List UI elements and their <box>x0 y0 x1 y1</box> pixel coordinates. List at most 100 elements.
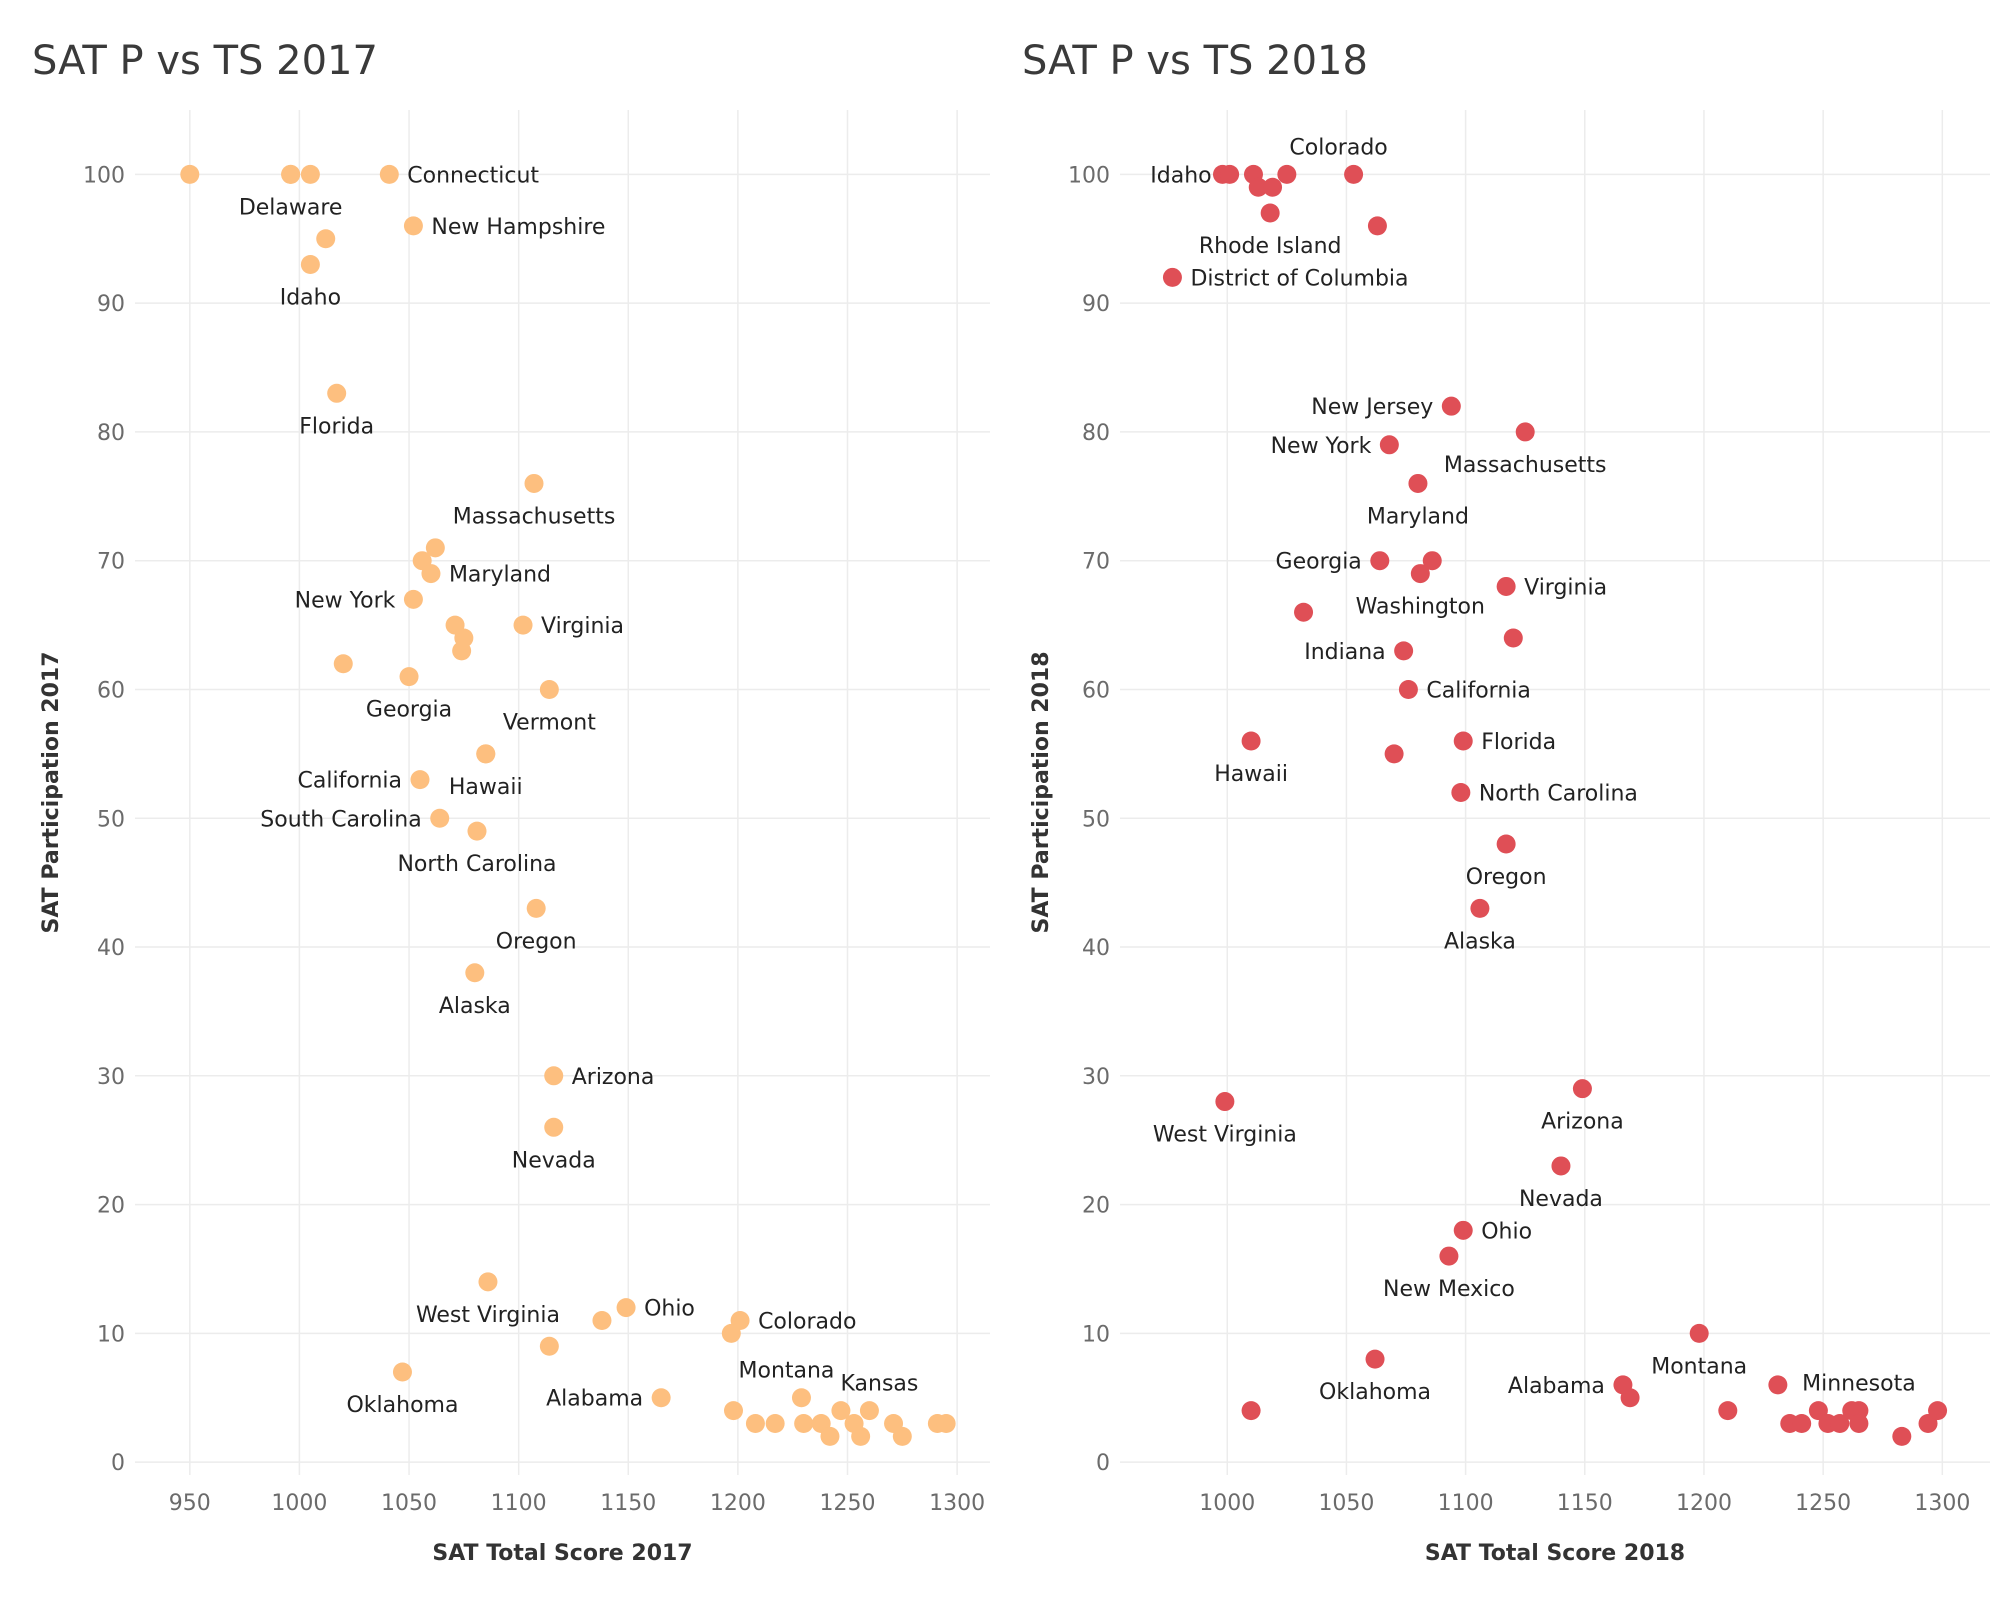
point-label: Virginia <box>1524 575 1607 600</box>
point-label: Alaska <box>439 994 511 1019</box>
y-tick-label: 30 <box>1082 1065 1110 1090</box>
data-point <box>1572 1079 1592 1099</box>
data-point <box>1410 564 1430 584</box>
data-point <box>1496 576 1516 596</box>
point-label: Alabama <box>546 1387 643 1412</box>
data-point <box>1277 164 1297 184</box>
y-tick-label: 90 <box>97 292 125 317</box>
point-label: Ohio <box>1481 1219 1532 1244</box>
x-tick-label: 1050 <box>1318 1491 1374 1516</box>
x-tick-label: 1000 <box>1199 1491 1255 1516</box>
data-point <box>1260 203 1280 223</box>
x-tick-label: 1250 <box>820 1491 876 1516</box>
data-point <box>1394 641 1414 661</box>
data-point <box>180 164 200 184</box>
y-tick-label: 50 <box>97 807 125 832</box>
point-label: Arizona <box>1541 1110 1624 1135</box>
point-label: Indiana <box>1304 640 1385 665</box>
point-label: Hawaii <box>449 775 523 800</box>
point-label: Colorado <box>1289 135 1387 160</box>
point-labels: Idaho Colorado Rhode Island District of Col… <box>1150 135 1915 1405</box>
data-point <box>476 744 496 764</box>
data-point <box>1453 731 1473 751</box>
point-label: South Carolina <box>260 807 421 832</box>
data-point <box>1422 551 1442 571</box>
y-tick-label: 40 <box>97 936 125 961</box>
data-point <box>724 1401 743 1421</box>
data-point <box>425 538 445 558</box>
data-point <box>1398 679 1418 699</box>
point-label: Florida <box>1481 730 1556 755</box>
x-tick-label: 1250 <box>1795 1491 1851 1516</box>
data-point <box>1551 1156 1571 1176</box>
data-point <box>281 164 301 184</box>
scatter-plot-2017: 0 10 20 30 40 50 60 70 80 90 100 950 1000 1050 1100 115… <box>39 110 990 1566</box>
point-label: Idaho <box>280 286 341 311</box>
data-point <box>616 1298 636 1318</box>
y-tick-label: 50 <box>1082 807 1110 832</box>
data-point <box>1220 164 1240 184</box>
x-tick-label: 1150 <box>1557 1491 1613 1516</box>
point-label: Nevada <box>512 1148 596 1173</box>
data-point <box>430 808 450 828</box>
scatter-plot-2018: 0 10 20 30 40 50 60 70 80 90 100 1000 1050 1100 1150 12… <box>1029 110 1990 1566</box>
y-tick-label: 20 <box>1082 1194 1110 1219</box>
point-label: Oregon <box>1466 865 1547 890</box>
data-point <box>1496 834 1516 854</box>
data-point <box>1408 473 1428 493</box>
data-point <box>300 164 320 184</box>
point-label: Rhode Island <box>1199 234 1342 259</box>
point-label: California <box>298 769 402 794</box>
data-point <box>1451 783 1471 802</box>
y-tick-label: 20 <box>97 1194 125 1219</box>
y-tick-label: 60 <box>1082 678 1110 703</box>
data-point <box>1830 1413 1850 1433</box>
gridlines <box>1120 110 1990 1475</box>
data-point <box>421 564 441 584</box>
data-point <box>765 1413 785 1433</box>
data-point <box>513 615 533 635</box>
data-point <box>1470 898 1490 918</box>
point-label: District of Columbia <box>1190 266 1408 291</box>
point-label: Connecticut <box>407 163 539 188</box>
data-point <box>478 1272 498 1292</box>
data-point <box>1439 1246 1459 1266</box>
data-point <box>651 1388 671 1408</box>
x-tick-label: 1200 <box>1676 1491 1732 1516</box>
point-label: Oregon <box>496 929 577 954</box>
data-point <box>794 1413 814 1433</box>
data-points <box>180 164 956 1446</box>
data-point <box>936 1413 956 1433</box>
data-point <box>392 1362 412 1382</box>
data-point <box>539 679 559 699</box>
point-label: Washington <box>1356 595 1485 620</box>
point-label: Colorado <box>758 1309 856 1334</box>
data-point <box>526 898 546 918</box>
point-label: Maryland <box>1367 504 1469 529</box>
point-label: Arizona <box>572 1065 655 1090</box>
point-label: New York <box>1271 434 1372 459</box>
point-label: West Virginia <box>416 1303 560 1328</box>
data-point <box>1263 177 1283 197</box>
chart-panel-2017: SAT P vs TS 2017 0 10 20 30 40 50 60 70 80 90 100 9… <box>32 38 990 1566</box>
data-point <box>1294 602 1314 622</box>
point-label: Massachusetts <box>453 504 616 529</box>
point-label: California <box>1426 678 1530 703</box>
data-point <box>327 383 347 403</box>
x-axis-title: SAT Total Score 2018 <box>1425 1541 1685 1566</box>
data-point <box>1215 1092 1235 1112</box>
point-label: New Hampshire <box>431 215 605 240</box>
data-point <box>465 963 485 983</box>
data-point <box>1370 551 1390 571</box>
x-tick-label: 1100 <box>491 1491 547 1516</box>
data-point <box>1241 1401 1261 1421</box>
data-point <box>1768 1375 1788 1395</box>
y-tick-label: 80 <box>97 421 125 446</box>
data-point <box>1792 1413 1812 1433</box>
point-label: North Carolina <box>397 852 556 877</box>
data-point <box>1384 744 1404 764</box>
data-point <box>467 821 487 841</box>
data-point <box>592 1310 612 1330</box>
point-label: Alabama <box>1508 1374 1605 1399</box>
y-tick-label: 90 <box>1082 292 1110 317</box>
